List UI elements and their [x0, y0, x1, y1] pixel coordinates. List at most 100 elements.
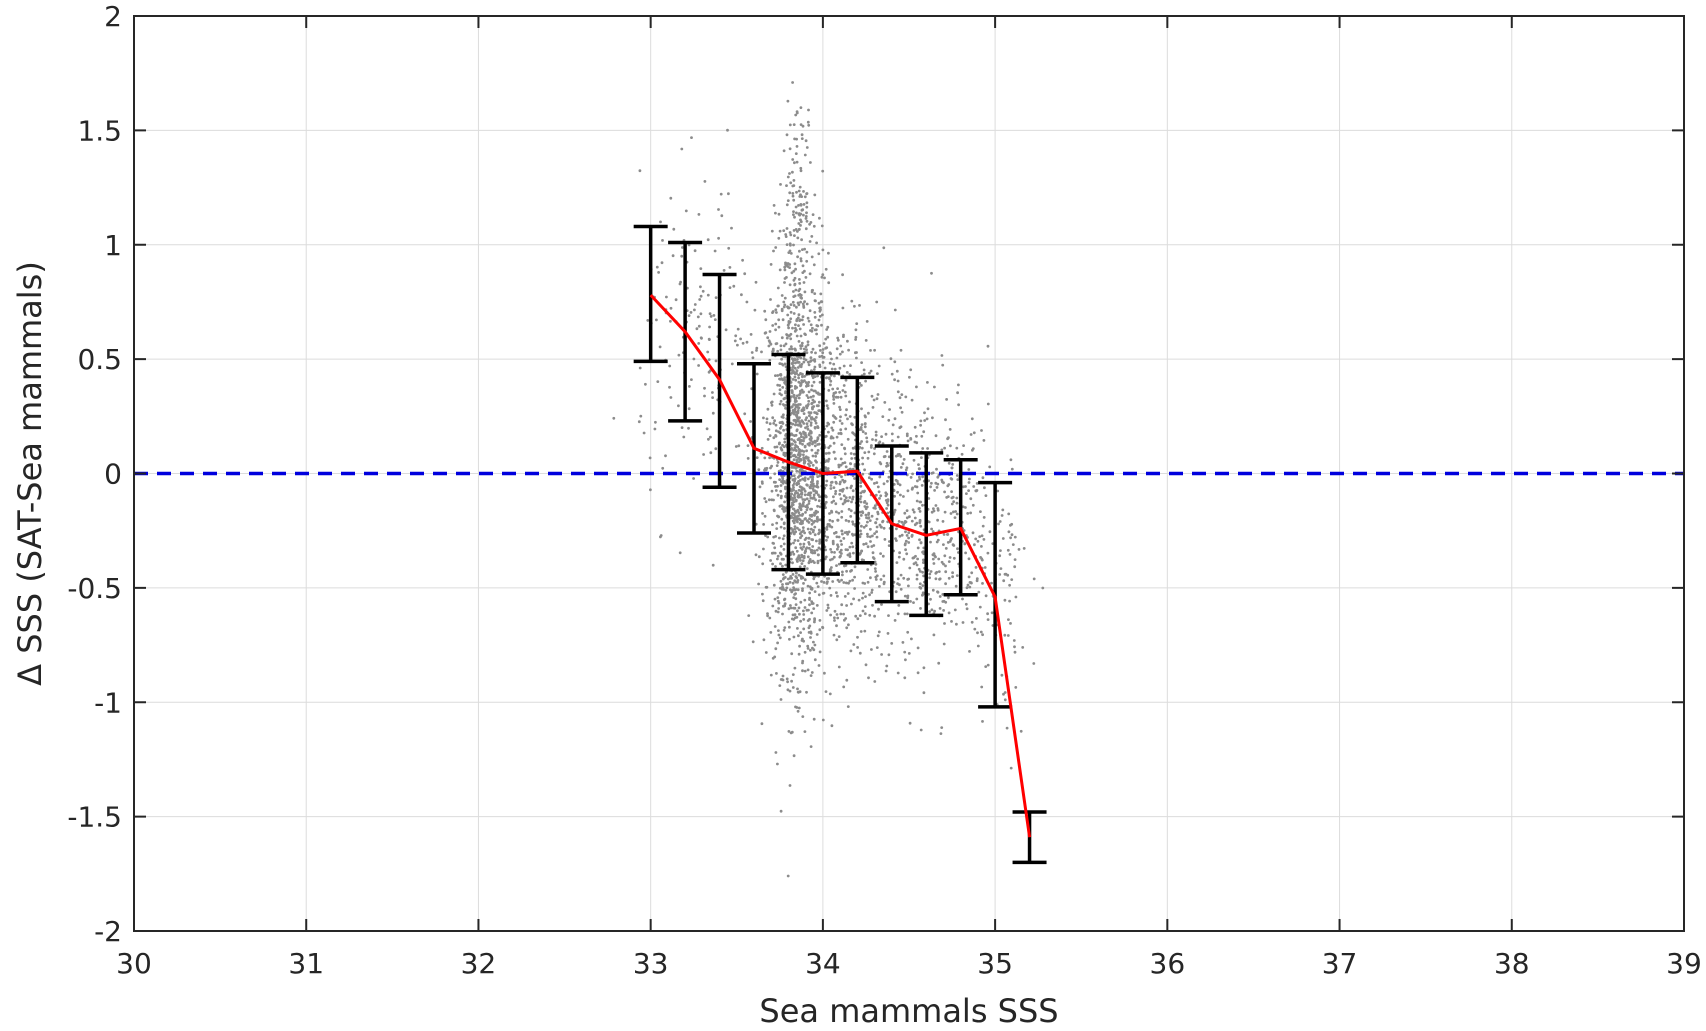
scatter-point [803, 247, 806, 251]
scatter-point [808, 517, 811, 521]
scatter-point [841, 478, 845, 482]
scatter-point [875, 530, 878, 534]
scatter-point [967, 481, 971, 484]
scatter-point [947, 611, 951, 615]
scatter-point [782, 229, 786, 233]
scatter-point [815, 332, 818, 336]
scatter-point [770, 464, 773, 468]
scatter-point [844, 394, 848, 398]
scatter-point [869, 527, 872, 531]
scatter-point [810, 290, 814, 294]
scatter-point [818, 380, 822, 384]
scatter-point [812, 263, 816, 267]
scatter-point [794, 152, 798, 156]
scatter-point [860, 524, 863, 528]
scatter-point [1014, 595, 1018, 599]
scatter-point [792, 458, 796, 462]
scatter-point [943, 554, 947, 558]
scatter-point [829, 569, 833, 572]
scatter-point [843, 390, 847, 394]
scatter-point [917, 567, 921, 571]
scatter-point [804, 139, 808, 143]
scatter-point [808, 464, 811, 468]
scatter-point [805, 383, 809, 386]
scatter-point [826, 603, 830, 607]
scatter-point [840, 422, 844, 425]
scatter-point [791, 561, 794, 565]
scatter-point [974, 566, 978, 569]
scatter-point [809, 491, 813, 495]
scatter-point [774, 751, 778, 754]
scatter-point [807, 541, 811, 544]
scatter-point [771, 523, 774, 526]
scatter-point [795, 414, 798, 417]
scatter-point [828, 692, 832, 696]
scatter-point [799, 293, 803, 297]
scatter-point [801, 661, 804, 665]
scatter-point [661, 239, 664, 242]
scatter-point [825, 404, 829, 408]
scatter-point [886, 479, 889, 483]
scatter-point [816, 374, 819, 378]
scatter-point [956, 478, 960, 481]
scatter-point [910, 487, 914, 491]
scatter-point [697, 213, 701, 216]
scatter-point [761, 592, 764, 596]
scatter-point [687, 314, 691, 317]
scatter-point [789, 310, 793, 314]
scatter-point [789, 233, 793, 237]
scatter-point [801, 715, 805, 718]
scatter-point [786, 874, 790, 878]
scatter-point [896, 490, 899, 494]
scatter-point [779, 562, 782, 566]
scatter-point [839, 457, 843, 461]
scatter-point [767, 344, 771, 348]
scatter-point [811, 483, 814, 486]
scatter-point [829, 487, 833, 490]
scatter-point [790, 438, 794, 441]
scatter-point [782, 305, 786, 309]
scatter-point [761, 562, 765, 566]
scatter-point [797, 456, 801, 460]
scatter-point [792, 519, 795, 523]
scatter-point [856, 617, 860, 621]
scatter-point [894, 590, 898, 594]
scatter-point [971, 503, 975, 507]
scatter-point [823, 276, 826, 280]
scatter-point [1032, 662, 1036, 665]
scatter-point [983, 566, 987, 569]
scatter-point [874, 493, 878, 497]
scatter-point [801, 589, 804, 592]
scatter-point [792, 596, 796, 599]
scatter-point [827, 281, 831, 285]
scatter-point [981, 582, 984, 585]
scatter-point [805, 546, 809, 550]
scatter-point [780, 517, 784, 521]
scatter-point [802, 627, 806, 631]
scatter-point [844, 465, 848, 469]
scatter-point [834, 531, 838, 534]
scatter-point [801, 526, 805, 529]
scatter-point [794, 113, 798, 117]
scatter-point [840, 475, 843, 479]
scatter-point [909, 368, 913, 372]
scatter-point [916, 479, 919, 483]
scatter-point [837, 463, 841, 467]
scatter-point [900, 520, 904, 524]
scatter-point [801, 559, 805, 563]
scatter-point [918, 477, 922, 481]
scatter-point [699, 285, 702, 289]
scatter-point [851, 522, 855, 526]
scatter-point [829, 484, 833, 487]
scatter-point [751, 356, 755, 360]
scatter-point [968, 581, 972, 584]
scatter-point [997, 522, 1000, 526]
scatter-point [1012, 639, 1016, 642]
scatter-point [713, 249, 717, 253]
scatter-point [798, 282, 802, 285]
scatter-point [689, 311, 693, 314]
y-axis-label: Δ SSS (SAT-Sea mammals) [11, 261, 49, 686]
scatter-point [845, 678, 849, 682]
scatter-point [835, 638, 839, 642]
scatter-point [811, 326, 814, 330]
